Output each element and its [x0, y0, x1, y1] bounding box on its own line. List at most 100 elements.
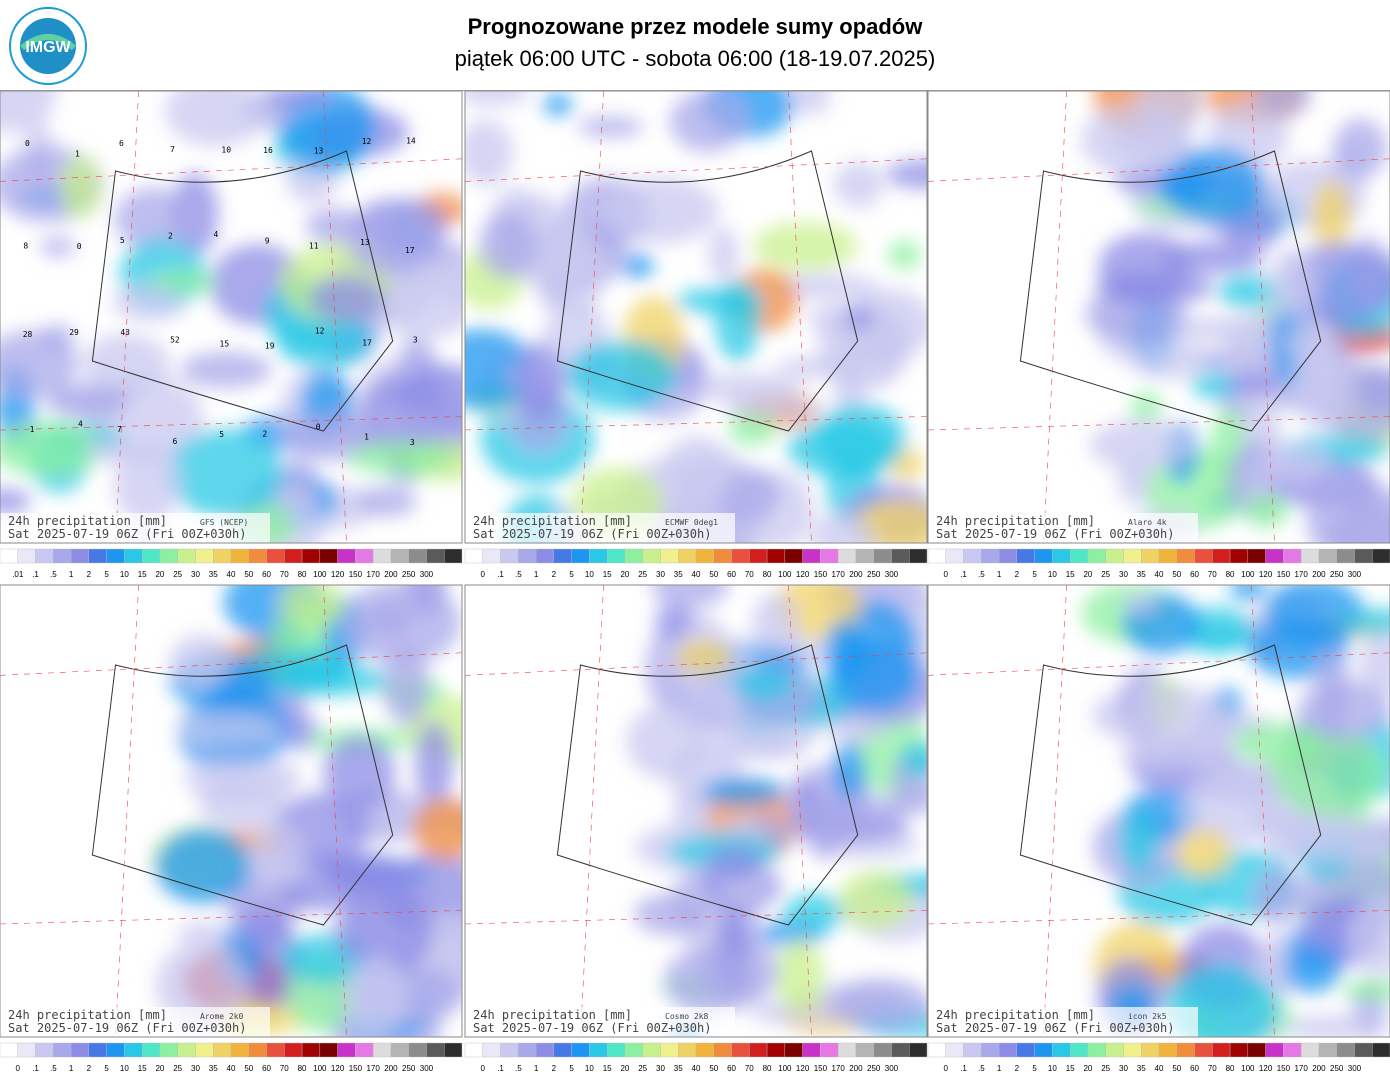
color-swatch [1034, 548, 1053, 564]
scale-label: 80 [298, 1064, 307, 1073]
color-swatch [535, 548, 555, 564]
color-swatch [553, 1042, 572, 1058]
scale-label: 300 [885, 1064, 899, 1073]
color-swatch [981, 548, 1000, 564]
rain-blob [112, 285, 186, 322]
rain-blob [1285, 823, 1390, 865]
model: ECMWF 0deg1 [665, 518, 718, 527]
color-swatch [0, 1042, 18, 1058]
valid-time: Sat 2025-07-19 06Z (Fri 00Z+030h) [8, 1021, 246, 1035]
point-label: 52 [170, 336, 180, 345]
scale-label: 35 [674, 570, 683, 579]
rain-blob [114, 187, 193, 251]
color-swatch [319, 1042, 338, 1058]
color-swatch [1372, 548, 1390, 564]
rain-blob [367, 600, 411, 637]
color-swatch [1016, 548, 1035, 564]
frame [0, 584, 463, 1038]
valid-time: Sat 2025-07-19 06Z (Fri 00Z+030h) [473, 1021, 711, 1035]
color-swatch [1141, 1042, 1160, 1058]
scale-label: 10 [120, 570, 129, 579]
scale-label: 35 [1137, 1064, 1146, 1073]
color-swatch [1069, 1042, 1089, 1058]
valid-time: Sat 2025-07-19 06Z (Fri 00Z+030h) [8, 527, 246, 541]
scale-label: 40 [227, 1064, 236, 1073]
rain-blob [1341, 979, 1390, 1001]
color-swatch [372, 1042, 392, 1058]
rain-blob [338, 888, 434, 973]
scale-label: 150 [1277, 1064, 1291, 1073]
color-swatch [802, 1042, 821, 1058]
rain-blob [113, 442, 181, 526]
scale-label: 200 [1312, 1064, 1326, 1073]
model: GFS (NCEP) [200, 518, 248, 527]
rain-blob [465, 118, 514, 186]
point-label: 12 [315, 326, 325, 335]
scale-label: .1 [32, 1064, 39, 1073]
point-label: 29 [69, 328, 79, 337]
scale-label: 70 [280, 570, 289, 579]
color-swatch [749, 548, 768, 564]
rain-blob [815, 403, 907, 476]
model: Arome 2k0 [200, 1012, 244, 1021]
scale-label: 2 [552, 1064, 557, 1073]
rain-blob [533, 227, 606, 317]
scale-label: 40 [692, 570, 701, 579]
color-swatch [606, 1042, 626, 1058]
point-label: 11 [309, 242, 319, 251]
color-swatch [1212, 548, 1231, 564]
scale-label: 10 [120, 1064, 129, 1073]
color-swatch [426, 548, 445, 564]
rain-blob [714, 280, 761, 363]
rain-blob [1181, 770, 1278, 847]
rain-blob [60, 154, 102, 219]
color-swatch [230, 1042, 249, 1058]
color-swatch [17, 548, 36, 564]
color-swatch [1300, 1042, 1320, 1058]
color-swatch [731, 548, 750, 564]
color-swatch [444, 1042, 463, 1058]
scale-label: 170 [1294, 570, 1308, 579]
rain-blob [566, 340, 677, 412]
caption: 24h precipitation [mm] [8, 1008, 167, 1022]
rain-blob [0, 488, 32, 514]
color-swatch [589, 1042, 608, 1058]
rain-blob [344, 955, 409, 1037]
color-swatch [1052, 1042, 1071, 1058]
rain-blob [83, 439, 131, 462]
scale-label: 25 [638, 1064, 647, 1073]
color-swatch [1034, 1042, 1053, 1058]
color-swatch [213, 548, 232, 564]
color-swatch [408, 548, 427, 564]
color-swatch [571, 548, 590, 564]
scale-label: 150 [349, 1064, 363, 1073]
color-swatch [695, 1042, 714, 1058]
border [1019, 150, 1322, 432]
scale-label: 60 [262, 1064, 271, 1073]
color-swatch [766, 548, 786, 564]
scale-label: 10 [1048, 570, 1057, 579]
point-label: 10 [221, 145, 231, 154]
color-swatch [213, 1042, 232, 1058]
rain-blob [706, 846, 763, 883]
scale-label: .01 [12, 570, 24, 579]
scale-label: 20 [1083, 1064, 1092, 1073]
color-swatch [1105, 548, 1124, 564]
frame [927, 584, 1390, 1038]
rain-blob [664, 946, 756, 1016]
model: icon 2k5 [1128, 1012, 1167, 1021]
point-label: 2 [168, 232, 173, 241]
scale-label: 0 [16, 1064, 21, 1073]
scale-label: 250 [867, 570, 881, 579]
color-swatch [678, 548, 697, 564]
scale-label: 25 [1101, 1064, 1110, 1073]
rain-blob [279, 91, 376, 171]
color-swatch [284, 548, 303, 564]
rain-blob [676, 639, 732, 675]
rain-blob [1333, 118, 1388, 180]
color-swatch [713, 548, 732, 564]
color-swatch [891, 548, 910, 564]
rain-blob [236, 904, 291, 948]
